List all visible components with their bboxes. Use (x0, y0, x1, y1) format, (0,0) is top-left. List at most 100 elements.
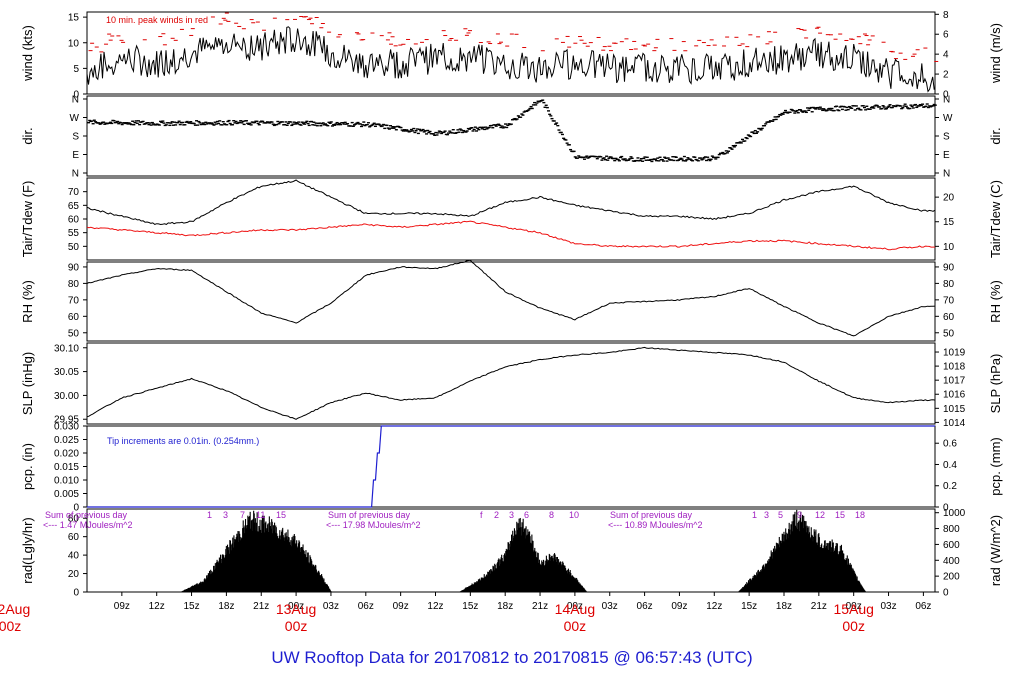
tick-label-left-temp: 65 (68, 201, 80, 212)
dir-point (336, 123, 340, 126)
rad-bar (843, 553, 845, 592)
dir-point (716, 156, 720, 159)
rad-bar (828, 542, 830, 592)
dir-point (550, 117, 554, 120)
hour-marker: 5 (778, 510, 783, 520)
hour-marker: 18 (855, 510, 865, 520)
rad-bar (835, 546, 837, 592)
dir-point (516, 115, 520, 117)
dir-point (547, 110, 551, 112)
rad-bar (292, 535, 294, 592)
rad-bar (544, 560, 546, 592)
rad-bar (250, 528, 252, 592)
rad-bar (293, 539, 295, 592)
tick-label-right-temp: 10 (943, 242, 955, 253)
rad-bar (323, 578, 325, 592)
rad-bar (285, 532, 287, 592)
rad-bar (790, 524, 793, 592)
rad-bar (854, 573, 856, 592)
wind-annotation: 10 min. peak winds in red (106, 15, 208, 25)
dir-point (392, 127, 396, 129)
dir-point (300, 121, 304, 123)
rad-bar (753, 574, 755, 592)
rad-bar (247, 519, 249, 592)
dir-point (312, 121, 316, 123)
dir-point (170, 121, 174, 123)
rad-bar (569, 571, 571, 592)
dir-point (289, 121, 293, 123)
date-label: 14Aug (555, 601, 595, 617)
date-label: 13Aug (276, 601, 316, 617)
tick-label-left-temp: 60 (68, 215, 80, 226)
dir-point (102, 121, 106, 123)
rad-bar (271, 519, 273, 592)
dir-point (247, 123, 251, 125)
rad-bar (559, 562, 561, 592)
rad-bar (317, 571, 319, 592)
rad-bar (222, 555, 225, 592)
x-tick-label: 06z (358, 601, 374, 612)
rad-bar (287, 536, 290, 592)
rad-bar (583, 587, 585, 592)
rad-bar (771, 553, 773, 592)
rad-bar (799, 514, 801, 592)
dir-point (426, 129, 430, 132)
rad-bar (270, 528, 272, 592)
dir-point (696, 160, 700, 162)
tick-label-right-slp: 1018 (943, 362, 966, 373)
rad-bar (805, 521, 807, 592)
dir-point (270, 121, 274, 123)
dir-point (162, 122, 166, 124)
rad-bar (304, 553, 306, 592)
rad-bar (813, 536, 815, 592)
rad-bar (279, 530, 281, 592)
rad-bar (516, 530, 518, 592)
rad-bar (505, 551, 507, 592)
rad-bar (472, 584, 474, 592)
dir-point (779, 114, 783, 116)
dir-point (782, 111, 786, 114)
rad-bar (804, 520, 806, 592)
dir-point (599, 156, 603, 158)
dir-point (835, 105, 839, 107)
dir-point (613, 159, 617, 162)
dir-point (150, 121, 154, 124)
rad-bar (301, 547, 303, 592)
rad-bar (741, 588, 743, 592)
rad-bar (761, 569, 763, 592)
rad-bar (758, 573, 760, 592)
rad-bar (530, 543, 532, 592)
dir-point (741, 138, 745, 141)
rad-bar (531, 534, 533, 592)
rad-bar (199, 582, 201, 592)
rad-bar (837, 554, 839, 592)
rad-bar (752, 577, 754, 592)
rad-bar (474, 582, 477, 592)
dir-point (147, 123, 151, 126)
rad-bar (479, 579, 481, 592)
rad-bar (792, 531, 794, 592)
dir-point (527, 109, 531, 111)
dir-point (504, 123, 508, 125)
rad-bar (538, 559, 540, 592)
date-hour-label: 00z (285, 618, 308, 634)
dir-point (221, 121, 225, 123)
x-tick-label: 15z (741, 601, 757, 612)
rad-bar (846, 559, 848, 592)
dir-point (370, 124, 374, 126)
rad-bar (238, 541, 240, 592)
rad-bar (577, 580, 579, 592)
dir-point (796, 112, 800, 114)
dir-point (149, 124, 153, 126)
rad-bar (315, 565, 317, 592)
dir-point (739, 142, 743, 144)
dir-point (656, 157, 660, 159)
dir-point (530, 107, 534, 110)
dir-point (275, 123, 279, 126)
rad-bar (220, 554, 222, 592)
dir-point (168, 124, 172, 127)
rad-bar (251, 519, 253, 592)
dir-point (393, 126, 397, 128)
rad-bar (265, 530, 267, 592)
